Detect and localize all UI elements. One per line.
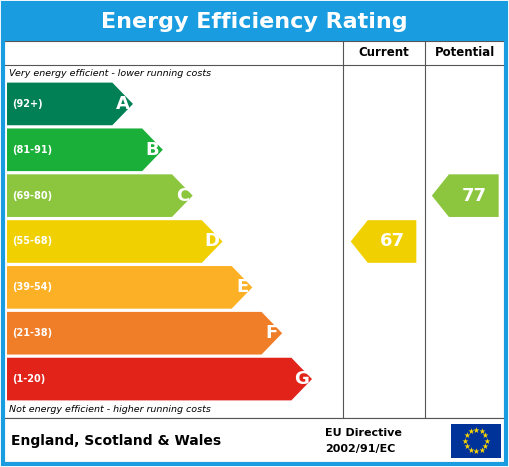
Text: 77: 77	[461, 187, 486, 205]
Text: C: C	[176, 187, 189, 205]
Text: Current: Current	[358, 47, 409, 59]
Text: (39-54): (39-54)	[12, 283, 52, 292]
Text: 2002/91/EC: 2002/91/EC	[325, 444, 395, 454]
Polygon shape	[7, 174, 192, 217]
Text: ★: ★	[482, 442, 489, 451]
Text: D: D	[205, 233, 220, 250]
Bar	[3, 418, 506, 464]
Text: EU Directive: EU Directive	[325, 428, 402, 438]
Text: ★: ★	[472, 447, 479, 456]
Text: A: A	[116, 95, 130, 113]
Text: ★: ★	[478, 446, 485, 455]
Text: ★: ★	[467, 427, 474, 436]
Bar	[451, 424, 501, 458]
Text: G: G	[294, 370, 309, 388]
Text: 67: 67	[380, 233, 405, 250]
Text: ★: ★	[467, 446, 474, 455]
Polygon shape	[7, 128, 163, 171]
Text: ★: ★	[484, 437, 490, 446]
Text: (69-80): (69-80)	[12, 191, 52, 201]
Text: ★: ★	[463, 431, 470, 440]
Text: (92+): (92+)	[12, 99, 43, 109]
Polygon shape	[7, 266, 252, 309]
Polygon shape	[7, 358, 312, 400]
Polygon shape	[7, 83, 133, 125]
Text: Potential: Potential	[435, 47, 495, 59]
Text: Very energy efficient - lower running costs: Very energy efficient - lower running co…	[9, 69, 211, 78]
Bar	[3, 41, 506, 418]
Bar	[3, 3, 506, 41]
Text: E: E	[236, 278, 248, 297]
Text: B: B	[146, 141, 159, 159]
Text: (55-68): (55-68)	[12, 236, 52, 247]
Polygon shape	[432, 174, 499, 217]
Text: (21-38): (21-38)	[12, 328, 52, 338]
Text: ★: ★	[482, 431, 489, 440]
Text: ★: ★	[463, 442, 470, 451]
Text: England, Scotland & Wales: England, Scotland & Wales	[11, 434, 221, 448]
Polygon shape	[7, 220, 222, 263]
Text: ★: ★	[478, 427, 485, 436]
Text: (1-20): (1-20)	[12, 374, 45, 384]
Text: Not energy efficient - higher running costs: Not energy efficient - higher running co…	[9, 405, 211, 415]
Text: Energy Efficiency Rating: Energy Efficiency Rating	[101, 12, 408, 32]
Text: ★: ★	[462, 437, 469, 446]
Polygon shape	[351, 220, 416, 263]
Text: (81-91): (81-91)	[12, 145, 52, 155]
Text: ★: ★	[472, 425, 479, 435]
Text: F: F	[266, 324, 278, 342]
Polygon shape	[7, 312, 282, 354]
